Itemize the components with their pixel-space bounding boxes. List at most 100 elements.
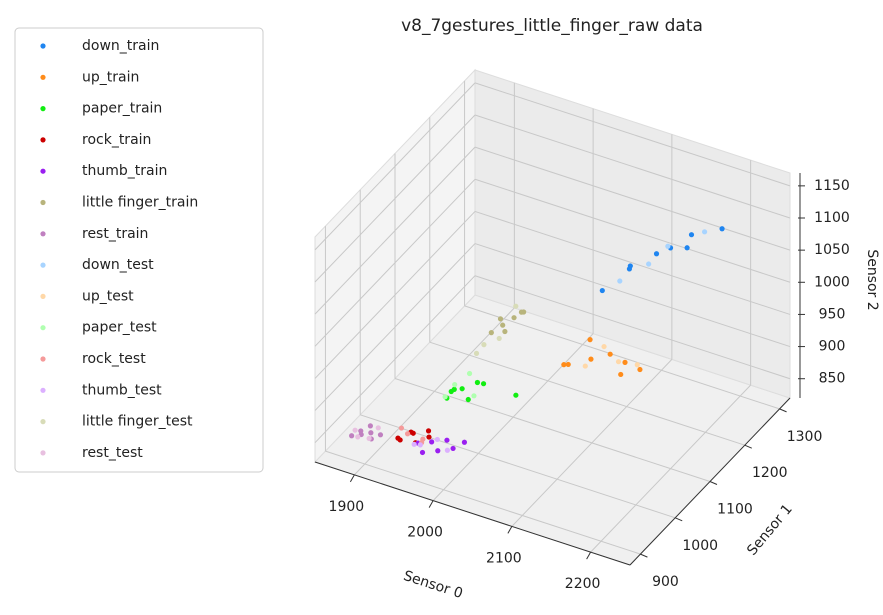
legend-label: thumb_train — [82, 163, 167, 179]
point — [358, 428, 364, 434]
grid-line — [314, 211, 476, 379]
point — [450, 445, 456, 452]
grid-line — [314, 146, 476, 315]
grid-line — [314, 243, 476, 411]
point — [398, 425, 405, 431]
point — [582, 363, 588, 369]
tick-mark — [586, 551, 592, 560]
axis-line — [629, 397, 791, 566]
point — [366, 435, 372, 442]
grid-line — [314, 275, 476, 444]
point — [634, 362, 640, 368]
grid-line — [474, 275, 791, 380]
legend-label: rest_test — [82, 445, 143, 461]
legend-marker — [40, 419, 46, 425]
legend-label: up_test — [82, 288, 134, 304]
x-tick-label: 1900 — [329, 499, 365, 515]
legend-label: down_test — [82, 257, 154, 273]
point — [474, 379, 481, 386]
point — [688, 232, 695, 238]
legend-marker — [40, 137, 46, 143]
y-tick-label: 1100 — [717, 502, 753, 518]
point — [442, 394, 448, 400]
point — [411, 441, 417, 447]
z-tick-label: 1100 — [814, 210, 850, 226]
grid-line — [325, 450, 641, 555]
point — [451, 386, 457, 392]
grid-line — [474, 114, 791, 219]
point — [349, 433, 355, 439]
legend-marker — [40, 106, 46, 112]
point — [352, 427, 358, 433]
point — [377, 432, 384, 438]
point — [684, 245, 690, 251]
point — [497, 316, 504, 322]
grid-line — [314, 178, 476, 347]
legend-label: paper_test — [82, 320, 157, 336]
grid-line — [314, 82, 476, 251]
x-tick-label: 2200 — [565, 576, 601, 592]
grid-line — [314, 114, 476, 283]
point — [601, 343, 607, 350]
grid-line — [474, 210, 791, 315]
point — [367, 423, 373, 429]
axis-line — [314, 461, 631, 566]
point — [665, 243, 671, 249]
point — [435, 448, 441, 454]
y-tick-label: 1000 — [682, 538, 718, 554]
point — [429, 439, 435, 445]
legend-marker — [40, 293, 46, 299]
legend-label: little finger_test — [82, 414, 193, 430]
point — [355, 434, 361, 440]
point — [565, 361, 571, 368]
point — [627, 263, 633, 269]
grid-line — [474, 82, 791, 187]
grid-line — [464, 305, 780, 410]
legend-marker — [40, 450, 46, 456]
point — [607, 351, 613, 357]
z-tick-label: 1150 — [814, 178, 850, 194]
legend-label: thumb_test — [82, 382, 162, 398]
grid-line — [474, 243, 791, 348]
y-tick-label: 1300 — [787, 429, 823, 445]
point — [404, 431, 411, 437]
point — [518, 309, 525, 315]
tick-mark — [507, 526, 513, 534]
point — [375, 425, 381, 431]
z-tick-label: 950 — [819, 306, 846, 322]
point — [617, 278, 623, 284]
point — [481, 342, 487, 348]
y-tick-label: 1200 — [752, 465, 788, 481]
point — [511, 315, 517, 321]
legend-marker — [40, 356, 46, 362]
y-tick-label: 900 — [652, 574, 679, 590]
z-tick-label: 1050 — [814, 242, 850, 258]
x-tick-label: 2000 — [407, 525, 443, 541]
pane-back — [474, 69, 791, 399]
point — [434, 436, 440, 443]
point — [417, 442, 423, 448]
z-tick-label: 1000 — [814, 274, 850, 290]
point — [461, 439, 468, 445]
point — [646, 261, 652, 267]
legend-label: paper_train — [82, 101, 162, 117]
point — [496, 335, 502, 342]
point — [419, 449, 426, 456]
point — [622, 359, 628, 365]
point — [488, 330, 494, 336]
legend-label: rest_train — [82, 226, 148, 242]
point — [587, 337, 593, 343]
x-tick-label: 2100 — [486, 550, 522, 566]
point — [701, 229, 708, 235]
point — [513, 392, 519, 398]
legend-marker — [40, 199, 46, 206]
legend-label: up_train — [82, 69, 139, 85]
legend-marker — [40, 387, 46, 393]
point — [465, 396, 471, 403]
legend-marker — [40, 325, 46, 331]
z-tick-label: 900 — [819, 339, 846, 355]
tick-mark — [428, 500, 434, 508]
chart-title: v8_7gestures_little_finger_raw data — [401, 16, 703, 36]
tick-mark — [349, 474, 355, 483]
